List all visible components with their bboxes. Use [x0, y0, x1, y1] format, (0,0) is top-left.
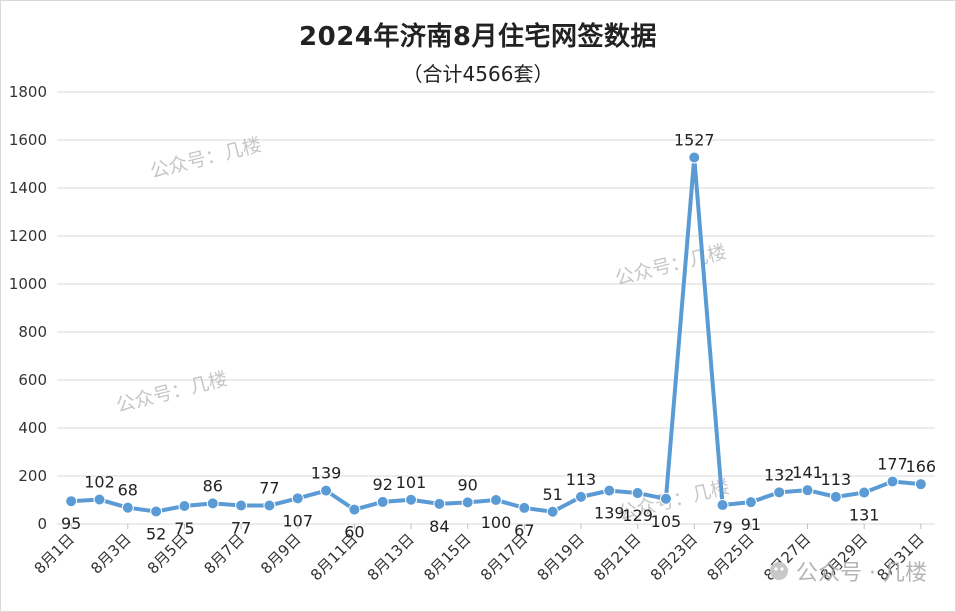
data-point [829, 490, 842, 503]
data-point [461, 496, 474, 509]
data-label: 1527 [674, 131, 715, 150]
x-tick-label: 8月17日 [477, 530, 531, 584]
data-point [518, 501, 531, 514]
watermark-text: 公众号：几楼 [114, 368, 230, 417]
data-point [858, 486, 871, 499]
data-label: 113 [566, 470, 597, 489]
data-point [914, 478, 927, 491]
series-line [71, 155, 922, 514]
data-label: 84 [429, 517, 449, 536]
data-point [773, 486, 786, 499]
data-label: 113 [821, 470, 852, 489]
data-point [206, 497, 219, 510]
y-tick-label: 1400 [9, 179, 47, 197]
y-tick-label: 800 [18, 323, 47, 341]
data-label: 90 [457, 475, 477, 494]
data-label: 92 [373, 475, 393, 494]
y-tick-label: 400 [18, 419, 47, 437]
data-point [603, 484, 616, 497]
data-label: 77 [259, 479, 279, 498]
y-tick-label: 1600 [9, 131, 47, 149]
data-point [801, 484, 814, 497]
data-point [235, 499, 248, 512]
data-point [93, 493, 106, 506]
wechat-icon-eye [780, 567, 784, 571]
wechat-icon [770, 562, 788, 580]
data-point [150, 505, 163, 518]
data-label: 67 [514, 521, 534, 540]
data-label: 52 [146, 525, 166, 544]
data-point [886, 475, 899, 488]
data-point [291, 492, 304, 505]
x-tick-label: 8月13日 [364, 530, 418, 584]
data-label: 139 [594, 504, 625, 523]
data-point [574, 490, 587, 503]
data-label: 101 [396, 473, 427, 492]
data-label: 100 [481, 513, 512, 532]
data-label: 166 [906, 457, 937, 476]
chart-subtitle: （合计4566套） [402, 62, 554, 86]
series-line-path [71, 155, 922, 514]
data-point [121, 501, 134, 514]
data-label: 79 [712, 518, 732, 537]
y-axis-ticks: 0 200 400 600 800 1000 1200 1400 1600 1800 [9, 83, 47, 533]
data-point [405, 493, 418, 506]
y-tick-label: 1800 [9, 83, 47, 101]
data-point [659, 492, 672, 505]
x-tick-label: 8月19日 [534, 530, 588, 584]
data-label: 139 [311, 464, 342, 483]
footer-watermark: 公众号 · 几楼 [796, 561, 927, 586]
watermark-text: 公众号：几楼 [613, 241, 729, 290]
data-label: 60 [344, 523, 364, 542]
data-point [631, 487, 644, 500]
data-label: 141 [792, 463, 823, 482]
x-tick-label: 8月3日 [87, 530, 134, 577]
data-label: 51 [542, 485, 562, 504]
gridlines [57, 91, 935, 525]
data-point [546, 505, 559, 518]
footer-watermark-group: 公众号 · 几楼 [770, 561, 927, 586]
data-label: 177 [877, 455, 908, 474]
y-tick-label: 1000 [9, 275, 47, 293]
data-point [376, 495, 389, 508]
chart-title: 2024年济南8月住宅网签数据 [299, 22, 657, 52]
data-label: 132 [764, 465, 795, 484]
data-label: 129 [622, 506, 653, 525]
data-label: 105 [651, 512, 682, 531]
data-label: 86 [203, 476, 223, 495]
data-label: 102 [84, 473, 115, 492]
data-point [490, 494, 502, 506]
x-tick-label: 8月23日 [647, 530, 701, 584]
data-label: 68 [118, 481, 138, 500]
y-tick-label: 600 [18, 371, 47, 389]
data-point [65, 495, 78, 508]
data-label: 95 [61, 514, 81, 533]
data-point [348, 503, 361, 516]
x-tick-label: 8月1日 [31, 530, 78, 577]
wechat-icon-eye [774, 567, 778, 571]
x-tick-label: 8月15日 [420, 530, 474, 584]
x-tick-label: 8月9日 [257, 530, 304, 577]
x-tick-label: 8月7日 [200, 530, 247, 577]
data-point [320, 484, 333, 497]
data-point [744, 496, 757, 509]
x-tick-label: 8月25日 [704, 530, 758, 584]
data-label: 107 [282, 511, 313, 530]
watermarks: 公众号：几楼 公众号：几楼 公众号：几楼 公众号：几楼 [114, 134, 732, 525]
x-tick-label: 8月11日 [307, 530, 361, 584]
data-points [65, 151, 927, 518]
y-tick-label: 200 [18, 467, 47, 485]
data-point [263, 499, 276, 512]
data-point [688, 151, 701, 164]
data-point [716, 499, 729, 512]
data-point [433, 497, 446, 510]
y-tick-label: 1200 [9, 227, 47, 245]
data-label: 131 [849, 506, 880, 525]
y-tick-label: 0 [37, 515, 47, 533]
x-tick-label: 8月21日 [590, 530, 644, 584]
watermark-text: 公众号：几楼 [148, 134, 264, 183]
data-point [178, 500, 191, 512]
